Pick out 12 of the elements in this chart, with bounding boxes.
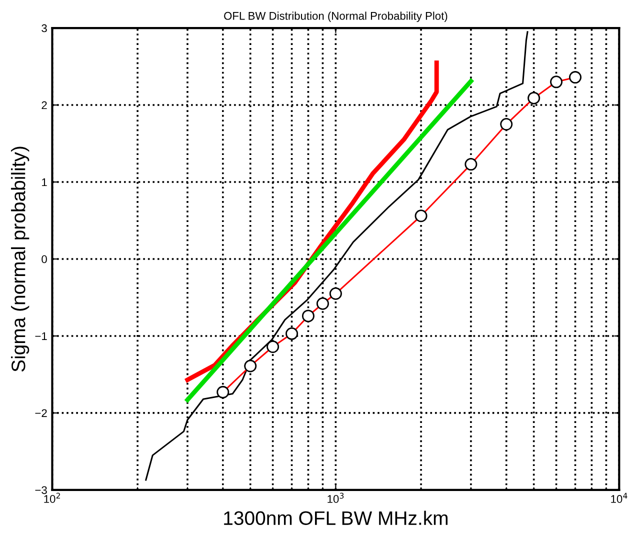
y-tick-label: −2 [35,409,47,417]
y-tick-label: 3 [42,24,47,32]
x-tick-label: 10$^{4}$ [611,492,628,503]
y-tick-label: 1 [42,178,47,186]
y-tick-label: −3 [35,486,47,494]
y-tick-label: −1 [35,332,47,340]
y-axis-title: Sigma (normal probability) [11,146,30,372]
x-axis-title: 1300nm OFL BW MHz.km [224,510,448,526]
y-tick-label: 2 [42,101,47,110]
x-tick-label: 10$^{3}$ [328,492,344,503]
y-tick-label: 0 [42,255,47,264]
chart-title: OFL BW Distribution (Normal Probability Plot) [224,12,448,22]
